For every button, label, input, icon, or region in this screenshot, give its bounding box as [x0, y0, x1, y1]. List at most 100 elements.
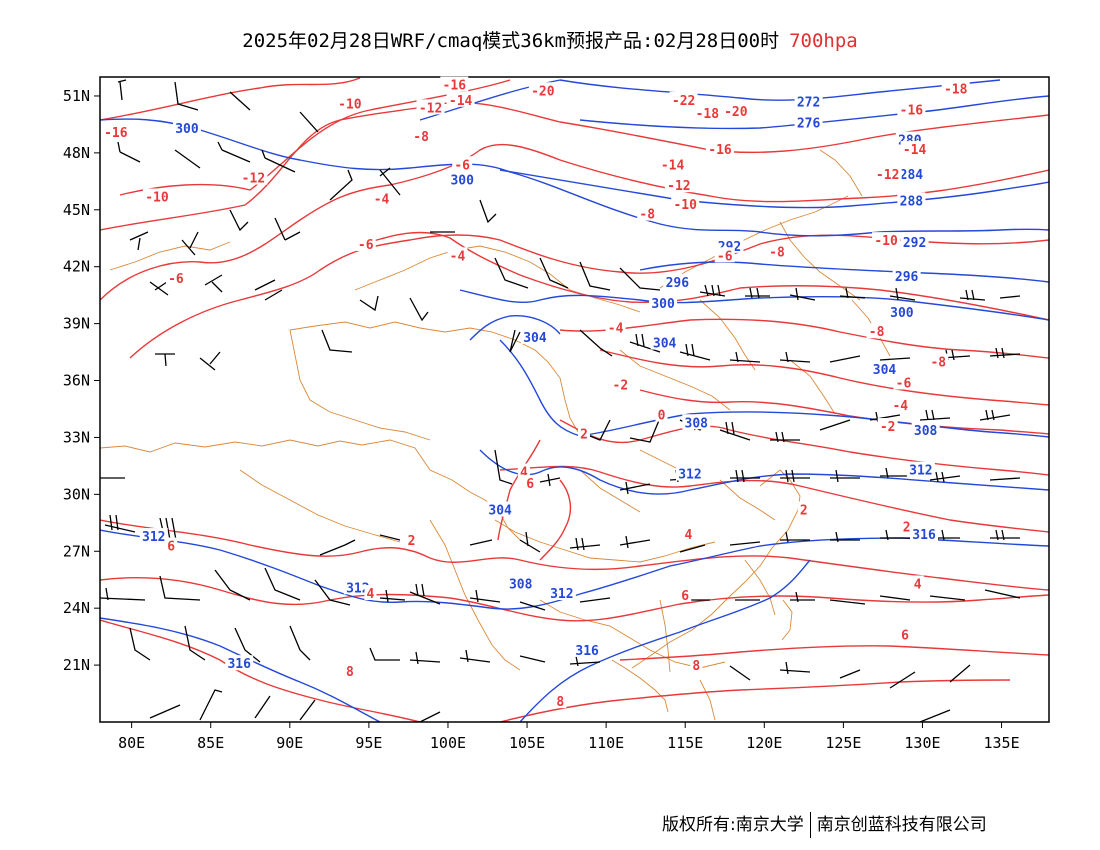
- border-lines: [100, 149, 891, 721]
- temperature-contour-label-bg: [679, 586, 692, 602]
- height-contour-label: 304: [873, 363, 897, 378]
- temperature-contours: [100, 77, 1049, 722]
- temperature-contour-label: -16: [443, 79, 467, 94]
- height-contour-label: 284: [900, 168, 924, 183]
- temperature-contour-label: -14: [661, 158, 685, 173]
- temperature-contour-label-bg: [446, 91, 475, 107]
- chart-title: 2025年02月28日WRF/cmaq模式36km预报产品:02月28日00时 7…: [0, 26, 1100, 53]
- temperature-contour-label-bg: [928, 353, 949, 369]
- y-tick-label: 24N: [63, 599, 90, 617]
- temperature-contour-label-bg: [165, 537, 178, 553]
- temperature-contour-label-bg: [890, 397, 911, 413]
- height-contour-label: 316: [912, 528, 936, 543]
- x-axis: 80E 85E 90E 95E 100E 105E 110E 115E 120E 125E 130E…: [118, 722, 1020, 752]
- temperature-contour-label-bg: [554, 693, 567, 709]
- x-tick-label: 95E: [355, 734, 382, 752]
- temperature-contour-label-bg: [900, 518, 913, 534]
- y-axis: 51N 48N 45N 42N 39N 36N 33N 30N 27N 24N 21N: [63, 87, 100, 674]
- height-contour-label: 308: [685, 416, 709, 431]
- temperature-contour-label: -18: [696, 107, 720, 122]
- y-tick-label: 42N: [63, 258, 90, 276]
- height-contour-label: 312: [678, 467, 701, 482]
- wind-barbs: [100, 79, 1021, 722]
- temperature-contour-label: 2: [408, 534, 416, 549]
- temperature-contour-label-bg: [721, 103, 750, 119]
- height-contour-label-bg: [172, 120, 201, 136]
- temperature-contour-label-bg: [671, 196, 700, 212]
- title-pressure-level: 700hpa: [789, 30, 858, 52]
- temperature-contour-label: 4: [914, 578, 922, 593]
- height-contour-label-bg: [897, 165, 926, 181]
- temperature-contour-label: -16: [708, 143, 732, 158]
- height-contour-label: 308: [509, 578, 533, 593]
- height-contour-label: 304: [653, 337, 677, 352]
- height-contour-label: 316: [227, 657, 251, 672]
- height-contour-label-bg: [663, 273, 692, 289]
- height-contour-label-bg: [486, 501, 515, 517]
- temperature-contour-label-bg: [899, 626, 912, 642]
- temperature-contour-label-bg: [239, 169, 268, 185]
- temperature-contour-label-bg: [405, 531, 418, 547]
- temperature-contour-label: 4: [520, 466, 528, 481]
- temperature-contour-label-bg: [416, 99, 445, 115]
- height-contour-label-bg: [887, 304, 916, 320]
- temperature-contour-label: -6: [896, 376, 912, 391]
- height-contour-label-bg: [139, 528, 168, 544]
- x-tick-label: 110E: [588, 734, 624, 752]
- temperature-contour-label-bg: [658, 156, 687, 172]
- temperature-contour-label-bg: [893, 374, 914, 390]
- height-contour-label: 300: [890, 306, 914, 321]
- y-tick-label: 51N: [63, 87, 90, 105]
- temperature-contour-label: -8: [869, 325, 885, 340]
- temperature-labels: -16-10-16-14-12-8-6-10-12-4-6-4-6-20-22-…: [101, 76, 970, 710]
- temperature-contour-label-bg: [447, 247, 468, 263]
- temperature-contour-label-bg: [900, 141, 929, 157]
- temperature-contour-label-bg: [766, 243, 787, 259]
- height-contour-label: 304: [523, 331, 547, 346]
- temperature-contour-label: -20: [531, 84, 555, 99]
- temperature-contour-label-bg: [706, 141, 735, 157]
- x-tick-label: 125E: [825, 734, 861, 752]
- temperature-contour-label-bg: [866, 323, 887, 339]
- temperature-contour-label: -4: [608, 321, 624, 336]
- height-contour-label-bg: [892, 268, 921, 284]
- temperature-contour-label-bg: [364, 585, 377, 600]
- x-tick-label: 115E: [667, 734, 703, 752]
- y-tick-label: 36N: [63, 372, 90, 390]
- y-tick-label: 30N: [63, 485, 90, 503]
- x-tick-label: 135E: [983, 734, 1019, 752]
- temperature-contour-label: -6: [717, 249, 733, 264]
- temperature-contour-label: -6: [168, 272, 184, 287]
- temperature-contour-label: 6: [681, 589, 689, 604]
- x-tick-label: 80E: [118, 734, 145, 752]
- temperature-contour-label-bg: [524, 474, 537, 490]
- temperature-contour-label-bg: [343, 662, 356, 678]
- temperature-contour-label-bg: [941, 80, 970, 96]
- height-contour-label-bg: [906, 461, 935, 477]
- height-contour-label: 300: [175, 122, 199, 137]
- temperature-contour-label: 2: [800, 504, 808, 519]
- height-contour-label-bg: [520, 328, 549, 344]
- temperature-contour-label: 4: [684, 528, 692, 543]
- copyright-owner: 版权所有:南京大学: [662, 815, 804, 835]
- temperature-contour-label: 8: [346, 665, 354, 680]
- temperature-contour-label: 6: [901, 629, 909, 644]
- height-contour-label: 304: [488, 504, 512, 519]
- temperature-contour-label-bg: [411, 127, 432, 143]
- height-contour-label: 312: [909, 464, 932, 479]
- y-tick-label: 39N: [63, 315, 90, 333]
- x-tick-label: 85E: [197, 734, 224, 752]
- height-contour-label: 296: [666, 276, 690, 291]
- y-tick-label: 48N: [63, 144, 90, 162]
- temperature-contour-label-bg: [528, 82, 557, 98]
- temperature-contour-label: -12: [667, 179, 690, 194]
- copyright-footer: 版权所有:南京大学 南京创蓝科技有限公司: [662, 810, 987, 838]
- height-contour-label: 300: [450, 173, 474, 188]
- height-contour-label: 300: [651, 297, 675, 312]
- temperature-contour-label: 2: [580, 428, 588, 443]
- temperature-contour-label: -6: [454, 158, 470, 173]
- x-tick-label: 100E: [430, 734, 466, 752]
- temperature-contour-label: -10: [874, 234, 898, 249]
- x-tick-label: 90E: [276, 734, 303, 752]
